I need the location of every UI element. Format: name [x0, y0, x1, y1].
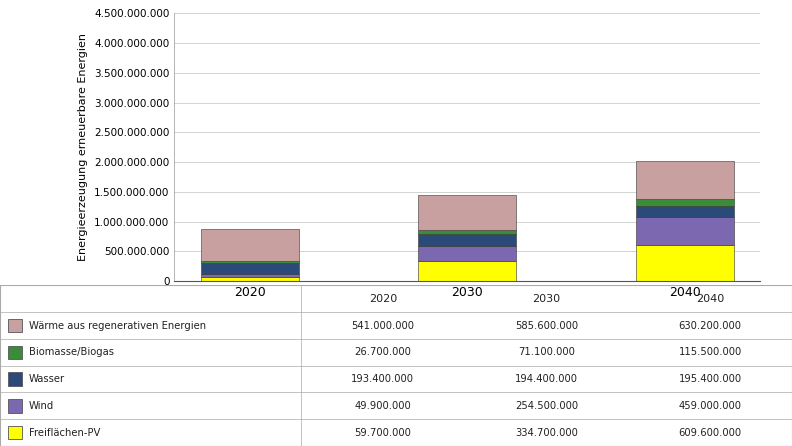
- Bar: [418, 235, 516, 246]
- Text: 609.600.000: 609.600.000: [679, 428, 742, 438]
- Text: 2020: 2020: [368, 294, 397, 304]
- Text: 2040: 2040: [696, 294, 725, 304]
- Text: 585.600.000: 585.600.000: [515, 321, 578, 330]
- Bar: [201, 261, 299, 263]
- Bar: [201, 274, 299, 277]
- Text: 541.000.000: 541.000.000: [352, 321, 414, 330]
- Text: 2030: 2030: [532, 294, 561, 304]
- Text: 459.000.000: 459.000.000: [679, 401, 741, 411]
- Bar: [636, 218, 733, 245]
- Bar: [418, 261, 516, 281]
- Text: 49.900.000: 49.900.000: [355, 401, 411, 411]
- Text: 59.700.000: 59.700.000: [354, 428, 411, 438]
- Text: Wärme aus regenerativen Energien: Wärme aus regenerativen Energien: [29, 321, 206, 330]
- Bar: [636, 199, 733, 206]
- Text: 195.400.000: 195.400.000: [679, 374, 742, 384]
- Text: 194.400.000: 194.400.000: [515, 374, 578, 384]
- Text: 115.500.000: 115.500.000: [679, 347, 742, 357]
- Bar: [8, 399, 22, 413]
- Bar: [636, 161, 733, 199]
- Y-axis label: Energieerzeugung erneuerbare Energien: Energieerzeugung erneuerbare Energien: [78, 33, 89, 261]
- Bar: [636, 245, 733, 281]
- Bar: [418, 195, 516, 230]
- Bar: [8, 426, 22, 439]
- Text: Freiflächen-PV: Freiflächen-PV: [29, 428, 100, 438]
- Text: 26.700.000: 26.700.000: [354, 347, 411, 357]
- Bar: [418, 230, 516, 235]
- Bar: [201, 229, 299, 261]
- Bar: [636, 206, 733, 218]
- Text: 254.500.000: 254.500.000: [515, 401, 578, 411]
- Text: 334.700.000: 334.700.000: [515, 428, 578, 438]
- Bar: [8, 346, 22, 359]
- Text: Wind: Wind: [29, 401, 54, 411]
- Bar: [418, 246, 516, 261]
- Text: Wasser: Wasser: [29, 374, 65, 384]
- Text: 630.200.000: 630.200.000: [679, 321, 741, 330]
- Bar: [201, 277, 299, 281]
- Bar: [201, 263, 299, 274]
- Text: 71.100.000: 71.100.000: [518, 347, 575, 357]
- Bar: [8, 319, 22, 332]
- Bar: [8, 372, 22, 386]
- Text: Biomasse/Biogas: Biomasse/Biogas: [29, 347, 113, 357]
- Text: 193.400.000: 193.400.000: [352, 374, 414, 384]
